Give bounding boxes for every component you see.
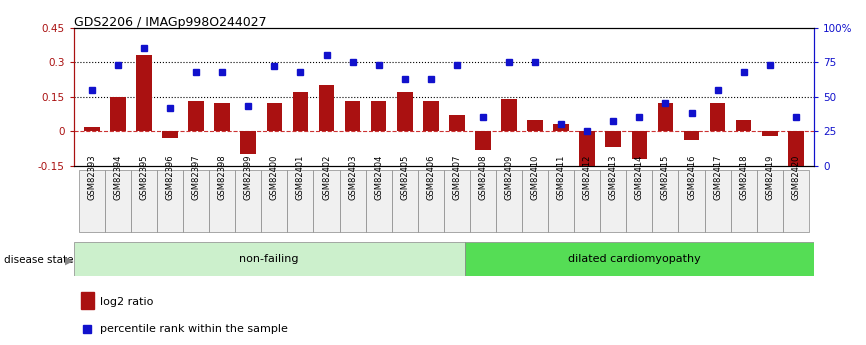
Text: GSM82399: GSM82399 — [244, 154, 253, 200]
Bar — [475, 131, 491, 149]
Text: GSM82403: GSM82403 — [348, 154, 357, 200]
Bar — [548, 170, 574, 233]
Bar — [465, 241, 814, 276]
Bar — [522, 170, 548, 233]
Bar — [365, 170, 391, 233]
Text: GSM82404: GSM82404 — [374, 154, 383, 200]
Bar — [81, 292, 94, 309]
Text: dilated cardiomyopathy: dilated cardiomyopathy — [568, 254, 701, 264]
Bar — [501, 99, 517, 131]
Bar — [657, 104, 673, 131]
Bar — [443, 170, 470, 233]
Text: GSM82396: GSM82396 — [165, 154, 175, 200]
Bar — [391, 170, 417, 233]
Bar — [267, 104, 282, 131]
Text: GSM82415: GSM82415 — [661, 154, 670, 200]
Bar — [74, 241, 465, 276]
Bar — [79, 170, 105, 233]
Bar — [605, 131, 621, 147]
Bar — [783, 170, 809, 233]
Text: GSM82400: GSM82400 — [270, 154, 279, 200]
Bar — [110, 97, 126, 131]
Text: GSM82402: GSM82402 — [322, 154, 331, 200]
Text: disease state: disease state — [4, 256, 74, 265]
Bar — [449, 115, 465, 131]
Bar — [574, 170, 600, 233]
Bar — [293, 92, 308, 131]
Bar — [683, 131, 700, 140]
Bar — [371, 101, 386, 131]
Bar — [705, 170, 731, 233]
Text: GSM82397: GSM82397 — [191, 154, 201, 200]
Bar — [131, 170, 157, 233]
Bar — [162, 131, 178, 138]
Text: GSM82416: GSM82416 — [687, 154, 696, 200]
Bar — [678, 170, 705, 233]
Bar — [345, 101, 360, 131]
Text: GSM82413: GSM82413 — [609, 154, 617, 200]
Bar — [731, 170, 757, 233]
Text: GSM82419: GSM82419 — [766, 154, 774, 200]
Bar — [762, 131, 778, 136]
Bar — [736, 120, 752, 131]
Bar — [319, 85, 334, 131]
Bar — [105, 170, 131, 233]
Text: ▶: ▶ — [65, 256, 74, 265]
Bar — [417, 170, 443, 233]
Bar — [210, 170, 236, 233]
Bar — [183, 170, 210, 233]
Bar — [470, 170, 496, 233]
Text: log2 ratio: log2 ratio — [100, 297, 153, 306]
Text: GDS2206 / IMAGp998O244027: GDS2206 / IMAGp998O244027 — [74, 16, 266, 29]
Text: GSM82395: GSM82395 — [139, 154, 148, 200]
Bar — [579, 131, 595, 179]
Text: GSM82398: GSM82398 — [217, 154, 227, 200]
Bar — [496, 170, 522, 233]
Text: GSM82394: GSM82394 — [113, 154, 122, 200]
Bar — [600, 170, 626, 233]
Bar — [241, 131, 256, 154]
Text: GSM82417: GSM82417 — [713, 154, 722, 200]
Text: GSM82408: GSM82408 — [478, 154, 488, 200]
Bar — [339, 170, 365, 233]
Bar — [188, 101, 204, 131]
Bar — [397, 92, 412, 131]
Bar — [313, 170, 339, 233]
Text: GSM82405: GSM82405 — [400, 154, 410, 200]
Bar — [553, 124, 569, 131]
Bar — [215, 104, 230, 131]
Text: GSM82407: GSM82407 — [452, 154, 462, 200]
Bar — [236, 170, 262, 233]
Text: GSM82411: GSM82411 — [557, 154, 565, 200]
Bar — [626, 170, 652, 233]
Text: GSM82406: GSM82406 — [426, 154, 436, 200]
Bar — [757, 170, 783, 233]
Bar — [788, 131, 804, 166]
Text: GSM82401: GSM82401 — [296, 154, 305, 200]
Bar — [631, 131, 647, 159]
Bar — [84, 127, 100, 131]
Text: GSM82393: GSM82393 — [87, 154, 96, 200]
Bar — [527, 120, 543, 131]
Text: GSM82409: GSM82409 — [505, 154, 514, 200]
Text: GSM82414: GSM82414 — [635, 154, 643, 200]
Bar — [710, 104, 726, 131]
Bar — [288, 170, 313, 233]
Bar — [136, 55, 152, 131]
Text: GSM82420: GSM82420 — [792, 154, 800, 200]
Text: percentile rank within the sample: percentile rank within the sample — [100, 325, 288, 334]
Text: non-failing: non-failing — [239, 254, 299, 264]
Bar — [157, 170, 183, 233]
Text: GSM82410: GSM82410 — [531, 154, 540, 200]
Bar — [423, 101, 438, 131]
Bar — [262, 170, 288, 233]
Bar — [652, 170, 678, 233]
Text: GSM82412: GSM82412 — [583, 154, 591, 200]
Text: GSM82418: GSM82418 — [740, 154, 748, 200]
